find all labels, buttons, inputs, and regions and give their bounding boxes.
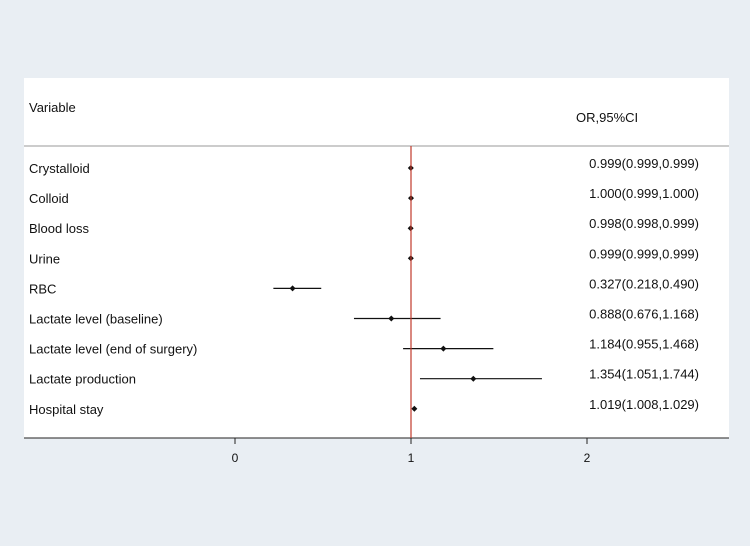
x-axis-ticks: 0 1 2 (232, 438, 591, 465)
plot-panel (24, 78, 729, 438)
row-label: Crystalloid (29, 161, 90, 176)
row-estimate-text: 0.999(0.999,0.999) (589, 246, 699, 261)
row-label: RBC (29, 281, 56, 296)
row-label: Lactate production (29, 372, 136, 387)
row-label: Lactate level (baseline) (29, 312, 163, 327)
forest-rows: Crystalloid 0.999(0.999,0.999) Colloid 1.00… (29, 156, 699, 417)
row-label: Hospital stay (29, 402, 104, 417)
forest-row: Lactate level (baseline) 0.888(0.676,1.16… (29, 307, 699, 327)
estimate-header: OR,95%CI (576, 110, 638, 125)
x-tick-label: 1 (408, 451, 415, 465)
row-estimate-text: 0.998(0.998,0.999) (589, 216, 699, 231)
row-label: Urine (29, 251, 60, 266)
forest-row: RBC 0.327(0.218,0.490) (29, 276, 699, 296)
row-estimate-text: 1.184(0.955,1.468) (589, 337, 699, 352)
row-estimate-text: 1.000(0.999,1.000) (589, 186, 699, 201)
or-point (289, 285, 296, 292)
x-tick-label: 0 (232, 451, 239, 465)
forest-row: Lactate production 1.354(1.051,1.744) (29, 367, 699, 387)
row-label: Colloid (29, 191, 69, 206)
x-tick-label: 2 (584, 451, 591, 465)
row-estimate-text: 1.019(1.008,1.029) (589, 397, 699, 412)
or-point (411, 405, 418, 412)
forest-row: Lactate level (end of surgery) 1.184(0.95… (29, 337, 699, 357)
variable-header: Variable (29, 100, 76, 115)
forest-row: Crystalloid 0.999(0.999,0.999) (29, 156, 699, 176)
row-label: Blood loss (29, 221, 89, 236)
or-point (440, 345, 447, 352)
or-point (388, 315, 395, 322)
or-point (470, 375, 477, 382)
row-label: Lactate level (end of surgery) (29, 342, 197, 357)
forest-row: Blood loss 0.998(0.998,0.999) (29, 216, 699, 236)
forest-row: Hospital stay 1.019(1.008,1.029) (29, 397, 699, 417)
row-estimate-text: 0.327(0.218,0.490) (589, 276, 699, 291)
row-estimate-text: 1.354(1.051,1.744) (589, 367, 699, 382)
row-estimate-text: 0.999(0.999,0.999) (589, 156, 699, 171)
forest-row: Colloid 1.000(0.999,1.000) (29, 186, 699, 206)
row-estimate-text: 0.888(0.676,1.168) (589, 307, 699, 322)
